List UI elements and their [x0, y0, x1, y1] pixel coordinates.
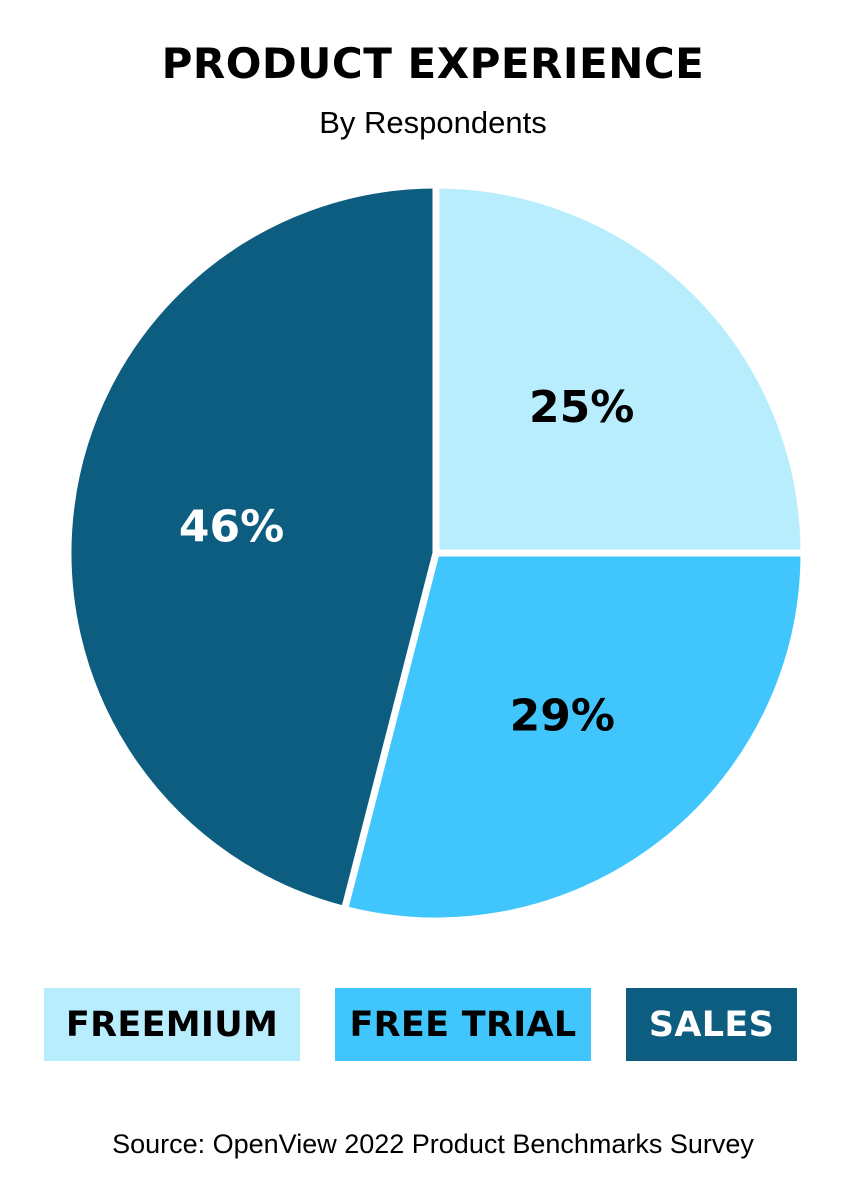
- pie-slices: [64, 181, 808, 925]
- pie-chart: 25% 29% 46%: [64, 181, 808, 925]
- slice-value-label-sales: 46%: [179, 502, 284, 553]
- slice-value-label-freemium: 25%: [529, 382, 634, 433]
- legend-item-free-trial: FREE TRIAL: [335, 988, 591, 1061]
- legend-item-freemium: FREEMIUM: [44, 988, 300, 1061]
- source-note: Source: OpenView 2022 Product Benchmarks…: [112, 1129, 754, 1159]
- legend-item-sales: SALES: [626, 988, 797, 1061]
- chart-title: PRODUCT EXPERIENCE: [161, 39, 705, 88]
- slice-value-label-free-trial: 29%: [510, 690, 615, 741]
- pie-slice-free-trial: [340, 549, 808, 925]
- chart-subtitle: By Respondents: [319, 105, 547, 140]
- pie-slice-sales: [64, 181, 440, 913]
- pie-value-labels: 25% 29% 46%: [179, 382, 635, 742]
- pie-slice-freemium: [432, 181, 808, 557]
